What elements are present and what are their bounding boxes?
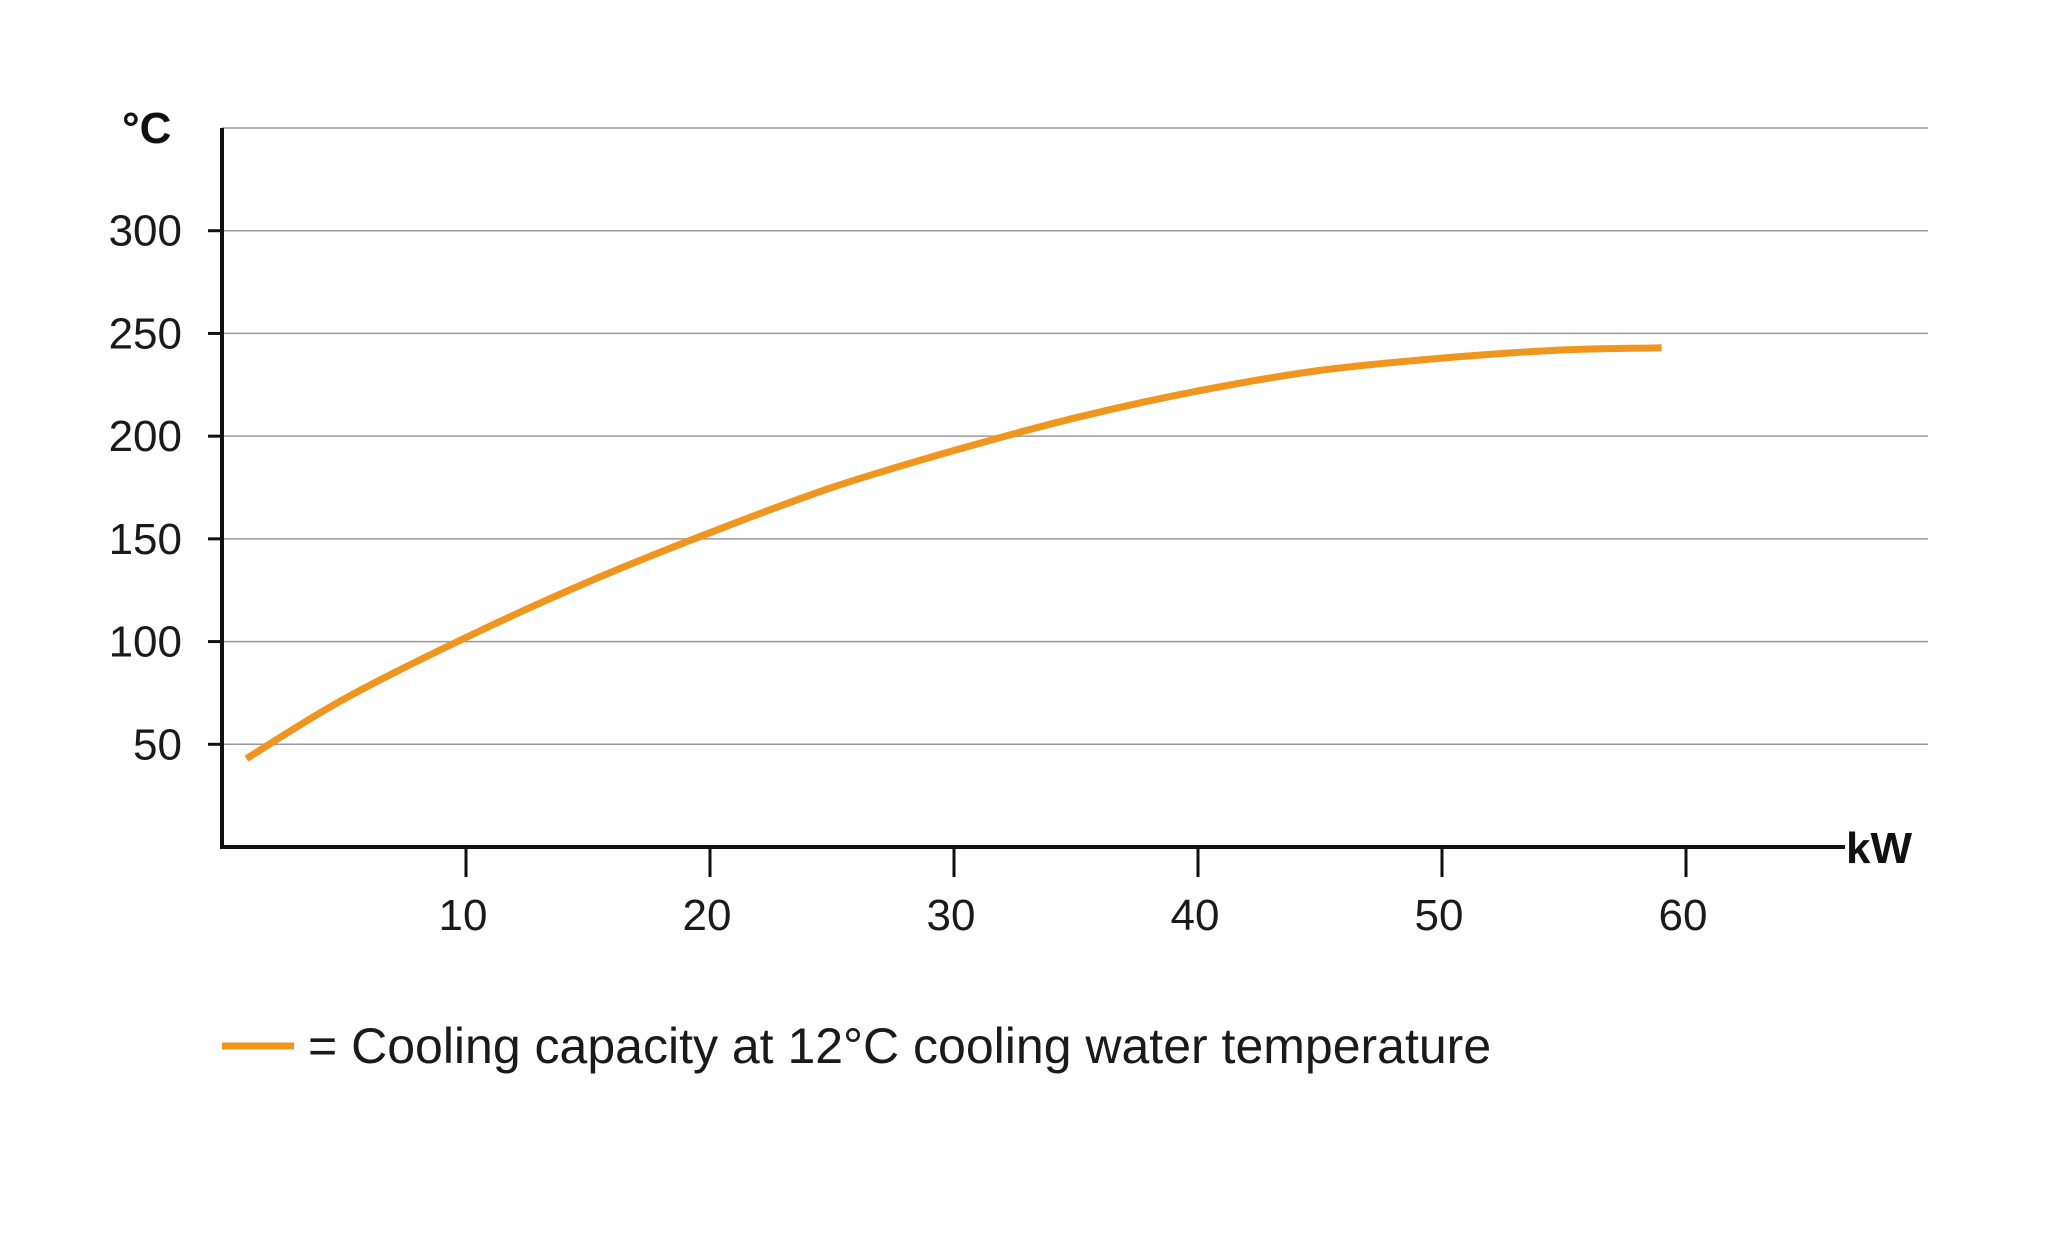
series-line <box>244 344 1662 762</box>
x-tick-label: 40 <box>1171 891 1220 940</box>
x-axis-unit: kW <box>1846 824 1912 873</box>
y-tick-label: 100 <box>109 618 182 667</box>
y-tick-label: 200 <box>109 412 182 461</box>
x-tick-label: 30 <box>927 891 976 940</box>
y-axis-unit: °C <box>122 104 171 153</box>
x-tick-label: 20 <box>683 891 732 940</box>
gridlines <box>222 127 1928 746</box>
legend: = Cooling capacity at 12°C cooling water… <box>222 1018 1491 1074</box>
x-axis-ticks: 10 20 30 40 50 60 <box>439 847 1708 940</box>
y-tick-label: 300 <box>109 207 182 256</box>
y-axis-ticks: 50 100 150 200 250 300 <box>109 207 222 769</box>
series-group <box>244 344 1662 762</box>
y-tick-label: 150 <box>109 515 182 564</box>
x-tick-label: 50 <box>1415 891 1464 940</box>
y-tick-label: 50 <box>133 720 182 769</box>
y-tick-label: 250 <box>109 309 182 358</box>
x-tick-label: 10 <box>439 891 488 940</box>
legend-label: = Cooling capacity at 12°C cooling water… <box>308 1018 1491 1074</box>
x-tick-label: 60 <box>1659 891 1708 940</box>
